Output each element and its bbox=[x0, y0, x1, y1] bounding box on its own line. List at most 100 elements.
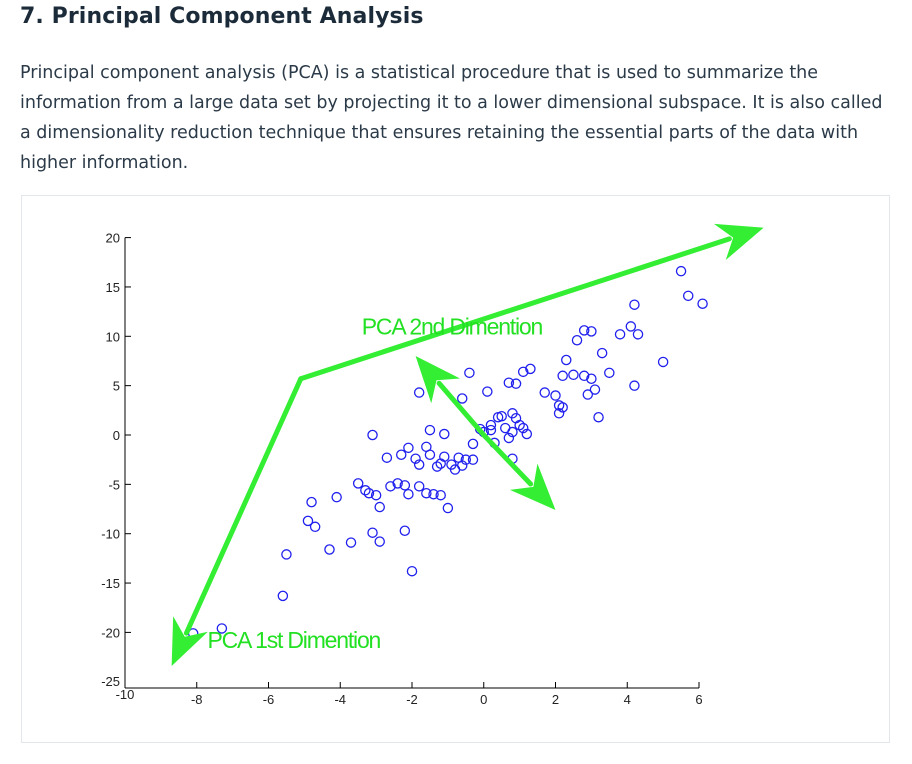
data-point bbox=[399, 480, 411, 491]
data-point bbox=[345, 537, 357, 548]
data-point bbox=[406, 565, 418, 577]
intro-paragraph: Principal component analysis (PCA) is a … bbox=[20, 63, 883, 173]
x-tick-label: 0 bbox=[480, 692, 487, 707]
data-point bbox=[632, 329, 644, 340]
x-tick-label: -2 bbox=[406, 692, 418, 707]
y-tick-label: -15 bbox=[101, 576, 120, 591]
annotation-label: PCA 2nd Dimention bbox=[362, 313, 543, 339]
data-point bbox=[517, 366, 529, 378]
data-point bbox=[367, 429, 378, 441]
data-point bbox=[360, 485, 371, 496]
data-point bbox=[374, 536, 385, 547]
data-point bbox=[395, 449, 407, 460]
data-point bbox=[431, 461, 443, 472]
data-point bbox=[485, 424, 497, 436]
arrow-head bbox=[713, 223, 764, 261]
arrow-head bbox=[415, 356, 461, 404]
data-point bbox=[424, 424, 436, 436]
data-point bbox=[629, 299, 640, 310]
data-point bbox=[485, 419, 497, 431]
x-tick-label: -4 bbox=[334, 692, 346, 707]
data-point bbox=[410, 453, 421, 464]
arrow-shaft bbox=[481, 432, 534, 487]
data-point bbox=[381, 452, 393, 463]
arrow-head bbox=[509, 463, 556, 511]
data-point bbox=[578, 370, 590, 382]
data-point bbox=[550, 390, 561, 401]
data-point bbox=[614, 329, 626, 340]
data-point bbox=[682, 290, 694, 302]
data-point bbox=[413, 481, 425, 492]
data-point bbox=[281, 549, 292, 560]
data-point bbox=[424, 449, 436, 460]
data-point bbox=[309, 521, 321, 533]
data-point bbox=[521, 428, 533, 440]
x-tick-label: 4 bbox=[624, 692, 631, 707]
data-point bbox=[352, 478, 364, 489]
data-point bbox=[385, 481, 396, 492]
data-point bbox=[403, 442, 414, 454]
data-point bbox=[496, 410, 507, 422]
data-point bbox=[586, 326, 597, 337]
data-point bbox=[460, 454, 472, 465]
data-point bbox=[510, 378, 522, 389]
data-point bbox=[467, 454, 479, 465]
y-tick-label: 20 bbox=[106, 231, 120, 246]
data-point bbox=[517, 422, 529, 434]
data-point bbox=[589, 384, 601, 395]
data-point bbox=[629, 380, 640, 391]
y-tick-label: 10 bbox=[106, 329, 120, 344]
y-tick-label: 0 bbox=[113, 428, 120, 443]
data-point bbox=[539, 387, 550, 398]
data-point bbox=[507, 426, 518, 438]
data-point bbox=[439, 451, 450, 462]
data-point bbox=[675, 265, 687, 277]
data-point bbox=[557, 402, 568, 413]
annotation-label: PCA 1st Dimention bbox=[208, 627, 381, 653]
data-point bbox=[442, 502, 454, 514]
data-point bbox=[435, 489, 446, 501]
data-point bbox=[302, 515, 314, 527]
data-point bbox=[216, 623, 228, 634]
scatter-points bbox=[187, 265, 708, 639]
data-point bbox=[596, 347, 608, 359]
arrow-shaft bbox=[298, 236, 732, 382]
figure-frame bbox=[21, 195, 890, 743]
arrow-shaft bbox=[183, 376, 304, 636]
data-point bbox=[413, 459, 425, 470]
data-point bbox=[403, 488, 414, 500]
y-tick-label: 15 bbox=[106, 280, 120, 295]
data-point bbox=[370, 489, 382, 501]
x-tick-label: 2 bbox=[552, 692, 559, 707]
data-point bbox=[657, 356, 669, 368]
data-point bbox=[277, 590, 289, 602]
data-point bbox=[331, 491, 342, 503]
x-tick-label: -6 bbox=[263, 692, 275, 707]
data-point bbox=[306, 496, 317, 508]
data-point bbox=[571, 334, 583, 346]
arrow-head bbox=[171, 616, 208, 666]
annotations: PCA 2nd Dimention PCA 1st Dimention bbox=[208, 313, 544, 653]
data-point bbox=[578, 325, 590, 336]
data-point bbox=[467, 438, 479, 450]
data-point bbox=[456, 393, 468, 404]
x-tick-label: -10 bbox=[116, 687, 135, 702]
data-point bbox=[586, 373, 597, 384]
data-point bbox=[363, 487, 375, 499]
data-point bbox=[514, 419, 525, 431]
data-point bbox=[464, 367, 475, 379]
data-point bbox=[553, 408, 565, 419]
pca-arrows bbox=[171, 223, 764, 666]
y-tick-label: 5 bbox=[113, 379, 120, 394]
data-point bbox=[503, 432, 515, 444]
x-tick-label: 6 bbox=[695, 692, 702, 707]
y-tick-label: -10 bbox=[101, 527, 120, 542]
y-tick-label: -25 bbox=[101, 674, 120, 689]
data-point bbox=[439, 428, 450, 440]
data-point bbox=[604, 367, 615, 379]
y-tick-label: -5 bbox=[108, 477, 120, 492]
data-point bbox=[561, 354, 572, 366]
data-point bbox=[428, 488, 439, 500]
